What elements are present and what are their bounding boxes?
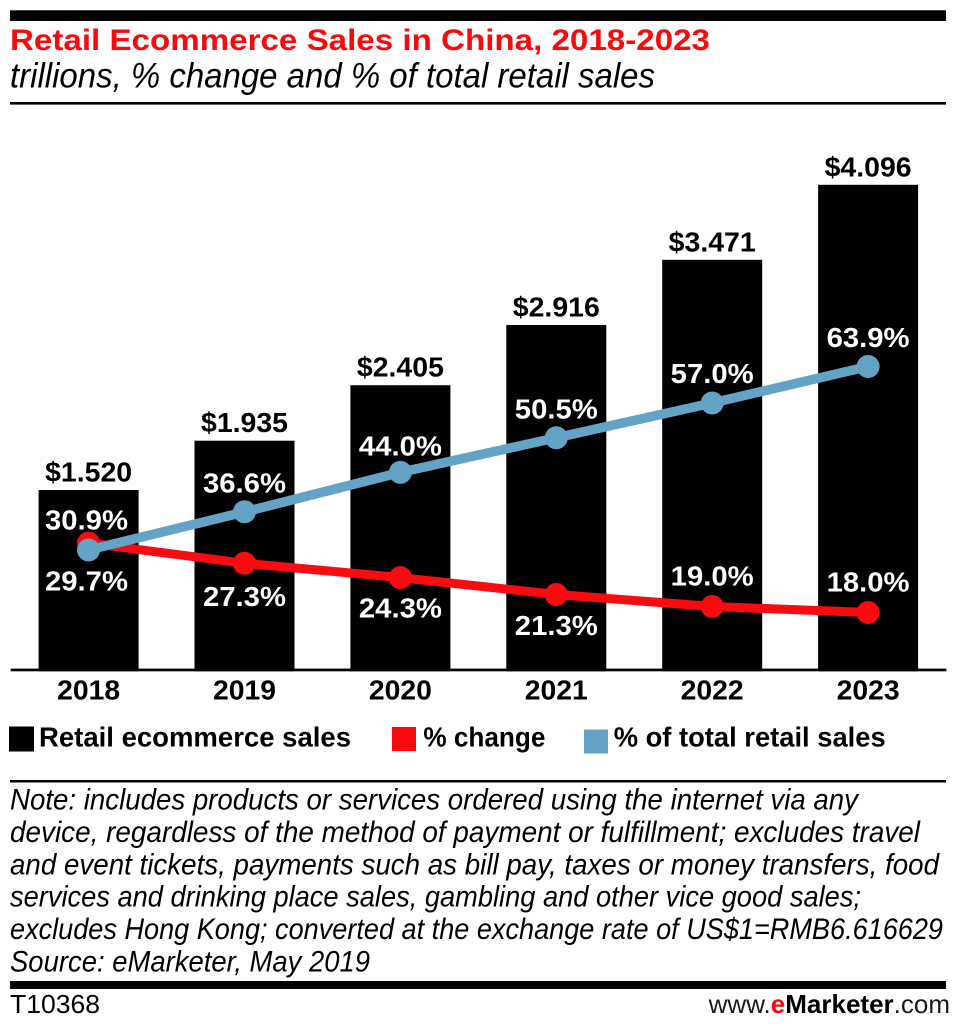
svg-text:Source: eMarketer, May 2019: Source: eMarketer, May 2019: [10, 945, 370, 978]
svg-text:trillions, % change and % of t: trillions, % change and % of total retai…: [10, 57, 655, 96]
svg-text:57.0%: 57.0%: [671, 358, 754, 389]
svg-text:$1.520: $1.520: [45, 457, 132, 488]
svg-text:27.3%: 27.3%: [203, 581, 286, 612]
svg-text:50.5%: 50.5%: [515, 393, 598, 424]
svg-text:2021: 2021: [525, 675, 588, 706]
svg-text:36.6%: 36.6%: [203, 468, 286, 499]
svg-text:% of total retail sales: % of total retail sales: [614, 722, 886, 753]
svg-text:$3.471: $3.471: [669, 226, 756, 257]
svg-text:services and drinking place sa: services and drinking place sales, gambl…: [10, 881, 861, 914]
svg-text:T10368: T10368: [10, 989, 100, 1019]
svg-text:% change: % change: [423, 722, 545, 753]
svg-text:2023: 2023: [837, 675, 900, 706]
svg-text:www.eMarketer.com: www.eMarketer.com: [708, 989, 950, 1019]
svg-text:21.3%: 21.3%: [515, 610, 598, 641]
svg-text:44.0%: 44.0%: [359, 431, 442, 462]
svg-text:Retail ecommerce sales: Retail ecommerce sales: [39, 722, 351, 753]
svg-text:24.3%: 24.3%: [359, 593, 442, 624]
svg-text:2019: 2019: [213, 675, 276, 706]
svg-text:$4.096: $4.096: [825, 151, 912, 182]
svg-text:$2.916: $2.916: [513, 292, 600, 323]
svg-text:and event tickets, payments su: and event tickets, payments such as bill…: [10, 848, 940, 881]
svg-text:excludes Hong Kong; converted: excludes Hong Kong; converted at the exc…: [10, 913, 943, 946]
svg-text:63.9%: 63.9%: [827, 322, 910, 353]
svg-text:$2.405: $2.405: [357, 352, 444, 383]
svg-text:2018: 2018: [57, 675, 120, 706]
svg-text:Note: includes products or ser: Note: includes products or services orde…: [10, 783, 860, 816]
svg-text:2020: 2020: [369, 675, 432, 706]
svg-text:2022: 2022: [681, 675, 744, 706]
svg-text:19.0%: 19.0%: [671, 561, 754, 592]
svg-text:29.7%: 29.7%: [45, 566, 128, 597]
svg-text:18.0%: 18.0%: [827, 567, 910, 598]
svg-text:30.9%: 30.9%: [45, 504, 128, 535]
svg-text:Retail Ecommerce Sales in Chin: Retail Ecommerce Sales in China, 2018-20…: [10, 24, 710, 57]
svg-text:device, regardless of the meth: device, regardless of the method of paym…: [10, 816, 921, 849]
svg-text:$1.935: $1.935: [201, 407, 288, 438]
